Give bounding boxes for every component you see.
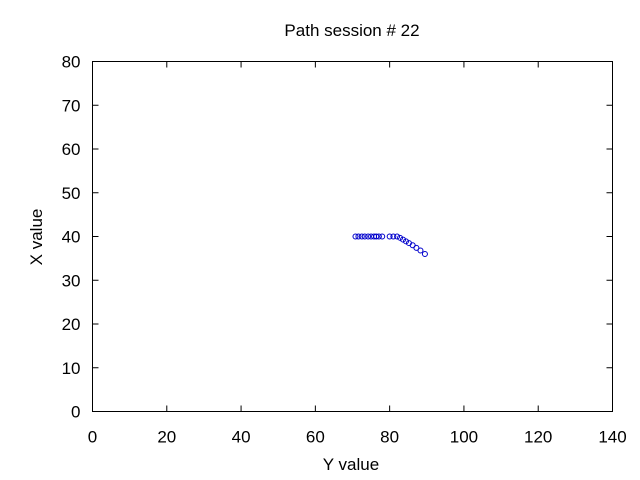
x-tick-label: 60: [306, 428, 325, 447]
x-tick-label: 40: [232, 428, 251, 447]
data-point: [365, 233, 372, 240]
data-point: [394, 233, 401, 240]
data-point: [390, 233, 397, 240]
x-tick-label: 0: [88, 428, 97, 447]
y-axis: 0 10 20 30 40 50 60 70 80: [62, 53, 613, 422]
x-tick-label: 120: [524, 428, 552, 447]
x-axis: 0 20 40 60 80 100 120 140: [88, 61, 627, 447]
data-point: [375, 233, 382, 240]
data-point: [400, 236, 407, 243]
y-tick-label: 40: [62, 228, 81, 247]
y-tick-label: 50: [62, 184, 81, 203]
data-point: [417, 247, 424, 254]
y-tick-label: 0: [71, 403, 80, 422]
data-point: [386, 233, 393, 240]
y-tick-label: 30: [62, 271, 81, 290]
data-point: [361, 233, 368, 240]
x-axis-label: Y value: [323, 455, 379, 474]
y-tick-label: 70: [62, 96, 81, 115]
data-point: [421, 251, 428, 257]
y-tick-label: 10: [62, 359, 81, 378]
y-tick-label: 20: [62, 315, 81, 334]
y-tick-label: 80: [62, 53, 81, 72]
data-point: [358, 233, 365, 240]
data-points: [352, 233, 428, 257]
y-axis-label: X value: [27, 209, 46, 266]
y-tick-label: 60: [62, 140, 81, 159]
data-point: [402, 238, 409, 245]
data-point: [355, 233, 362, 240]
data-point: [352, 233, 359, 240]
data-point: [379, 233, 386, 240]
data-point: [373, 233, 380, 240]
data-point: [397, 234, 404, 241]
x-tick-label: 100: [450, 428, 478, 447]
x-tick-label: 140: [598, 428, 626, 447]
chart-title: Path session # 22: [284, 21, 419, 40]
x-tick-label: 80: [380, 428, 399, 447]
x-tick-label: 20: [157, 428, 176, 447]
data-point: [413, 244, 420, 251]
